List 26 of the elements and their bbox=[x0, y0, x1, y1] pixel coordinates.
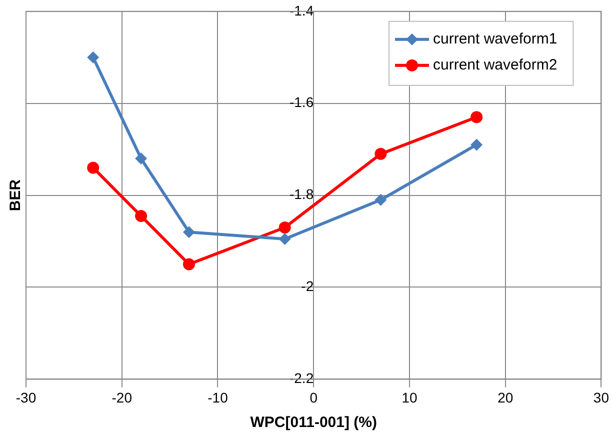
point bbox=[182, 226, 195, 238]
point bbox=[278, 232, 291, 245]
point bbox=[87, 51, 100, 64]
point bbox=[87, 162, 100, 174]
y-axis-title: BER bbox=[7, 179, 24, 212]
y-tick-label: -1.6 bbox=[289, 94, 314, 110]
legend-label: current waveform2 bbox=[433, 56, 558, 74]
point bbox=[374, 148, 387, 160]
point bbox=[135, 210, 148, 222]
x-tick-label: -10 bbox=[208, 389, 228, 406]
y-tick-label: -1.8 bbox=[289, 186, 314, 202]
x-tick-label: 30 bbox=[593, 389, 610, 406]
x-axis-title: WPC[011-001] (%) bbox=[250, 414, 377, 432]
x-tick-label: -30 bbox=[16, 389, 36, 406]
y-tick-label: -2 bbox=[301, 278, 314, 294]
x-tick-label: -20 bbox=[112, 389, 132, 406]
x-tick-label: 20 bbox=[498, 389, 514, 406]
point bbox=[135, 152, 148, 165]
x-tick-label: 0 bbox=[310, 389, 318, 406]
point bbox=[278, 221, 291, 234]
legend-label: current waveform1 bbox=[433, 30, 558, 48]
point bbox=[182, 258, 195, 270]
point bbox=[470, 138, 483, 151]
point bbox=[374, 194, 387, 206]
point bbox=[470, 111, 483, 124]
x-tick-label: 10 bbox=[402, 389, 418, 406]
